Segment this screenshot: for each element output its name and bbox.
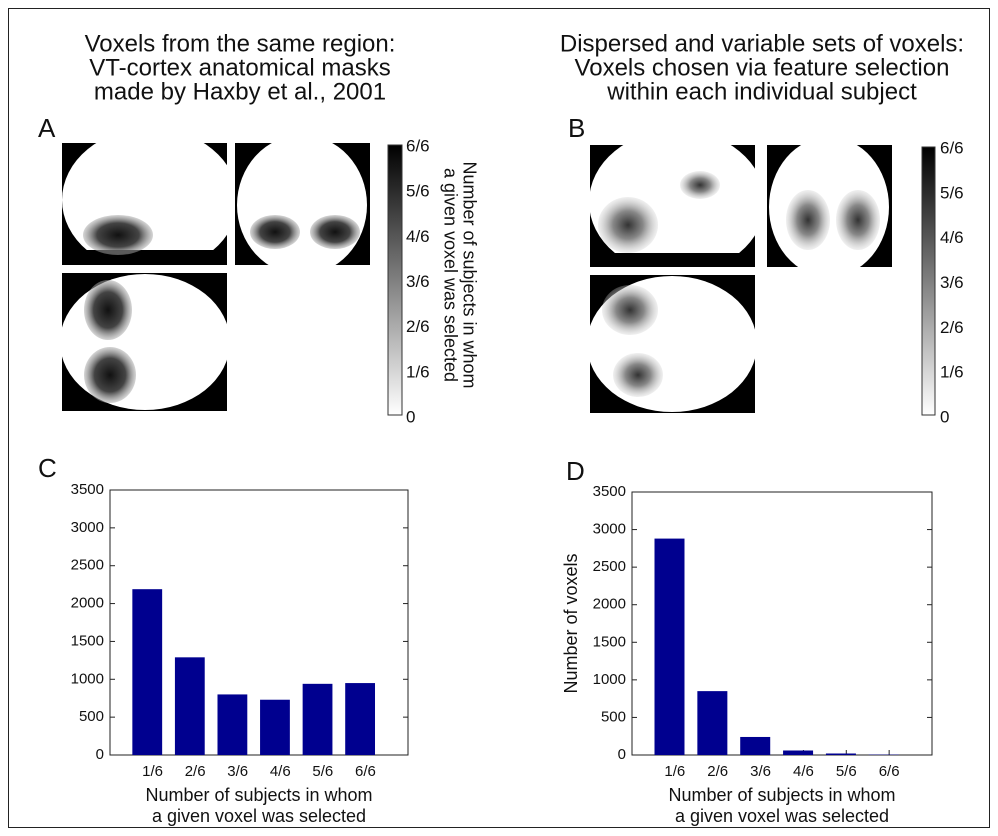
y-tick-label: 2500 xyxy=(593,558,626,575)
colorbar-tick-label: 6/6 xyxy=(406,136,430,155)
colorbar xyxy=(922,147,935,415)
column-title: VT-cortex anatomical masks xyxy=(89,54,390,81)
y-tick-label: 3500 xyxy=(71,481,104,498)
brain-images-a xyxy=(60,128,370,411)
colorbar-tick-label: 4/6 xyxy=(940,228,964,247)
y-tick-label: 0 xyxy=(618,746,626,763)
bar xyxy=(132,589,162,755)
bar xyxy=(175,657,205,755)
bar xyxy=(740,737,770,755)
x-tick-label: 2/6 xyxy=(707,763,728,780)
colorbar-tick-label: 5/6 xyxy=(406,182,430,201)
y-tick-label: 3000 xyxy=(71,519,104,536)
x-tick-label: 4/6 xyxy=(793,763,814,780)
x-tick-label: 5/6 xyxy=(836,763,857,780)
x-tick-label: 4/6 xyxy=(270,763,291,780)
y-tick-label: 1500 xyxy=(71,632,104,649)
y-tick-label: 0 xyxy=(96,746,104,763)
y-tick-label: 500 xyxy=(601,708,626,725)
y-axis-label: Number of voxels xyxy=(561,553,581,693)
y-tick-label: 3500 xyxy=(593,483,626,500)
colorbar-tick-label: 2/6 xyxy=(940,318,964,337)
colorbar-tick-label: 3/6 xyxy=(940,273,964,292)
y-tick-label: 1500 xyxy=(593,633,626,650)
x-axis-label: a given voxel was selected xyxy=(152,806,366,826)
colorbar-tick-label: 5/6 xyxy=(940,183,964,202)
panel-letter: B xyxy=(568,113,585,143)
x-axis-label: Number of subjects in whom xyxy=(668,785,895,805)
bar xyxy=(260,700,290,755)
bar xyxy=(826,753,856,755)
x-axis-label: Number of subjects in whom xyxy=(145,785,372,805)
colorbar-label: a given voxel was selected xyxy=(440,168,460,382)
y-tick-label: 500 xyxy=(79,708,104,725)
colorbar-tick-label: 1/6 xyxy=(406,362,430,381)
bar xyxy=(217,694,247,755)
x-tick-label: 5/6 xyxy=(312,763,333,780)
colorbar-tick-label: 6/6 xyxy=(940,138,964,157)
x-tick-label: 6/6 xyxy=(355,763,376,780)
x-tick-label: 3/6 xyxy=(227,763,248,780)
figure: Voxels from the same region:VT-cortex an… xyxy=(0,0,998,836)
y-tick-label: 2500 xyxy=(71,557,104,574)
x-tick-label: 2/6 xyxy=(185,763,206,780)
colorbar xyxy=(388,145,402,415)
y-tick-label: 2000 xyxy=(71,595,104,612)
x-axis-label: a given voxel was selected xyxy=(675,806,889,826)
colorbar-label: Number of subjects in whom xyxy=(459,161,479,388)
colorbar-tick-label: 3/6 xyxy=(406,272,430,291)
x-tick-label: 1/6 xyxy=(664,763,685,780)
bar xyxy=(655,539,685,755)
y-tick-label: 1000 xyxy=(593,671,626,688)
colorbar-tick-label: 1/6 xyxy=(940,363,964,382)
y-tick-label: 3000 xyxy=(593,521,626,538)
colorbar-tick-label: 2/6 xyxy=(406,317,430,336)
x-tick-label: 3/6 xyxy=(750,763,771,780)
brain-images-b xyxy=(587,130,892,413)
bar xyxy=(303,684,333,755)
bar xyxy=(697,691,727,755)
bar xyxy=(783,750,813,755)
y-tick-label: 1000 xyxy=(71,670,104,687)
column-title: made by Haxby et al., 2001 xyxy=(94,78,386,105)
colorbar-tick-label: 4/6 xyxy=(406,227,430,246)
colorbar-tick-label: 0 xyxy=(406,407,415,426)
panel-letter: D xyxy=(566,456,585,486)
x-tick-label: 1/6 xyxy=(142,763,163,780)
y-tick-label: 2000 xyxy=(593,596,626,613)
column-title: Voxels from the same region: xyxy=(85,30,396,57)
column-title: Voxels chosen via feature selection xyxy=(575,54,950,81)
column-title: within each individual subject xyxy=(606,78,917,105)
colorbar-tick-label: 0 xyxy=(940,407,949,426)
column-title: Dispersed and variable sets of voxels: xyxy=(560,30,964,57)
bar xyxy=(345,683,375,755)
x-tick-label: 6/6 xyxy=(879,763,900,780)
panel-letter: A xyxy=(38,113,56,143)
panel-letter: C xyxy=(38,453,57,483)
